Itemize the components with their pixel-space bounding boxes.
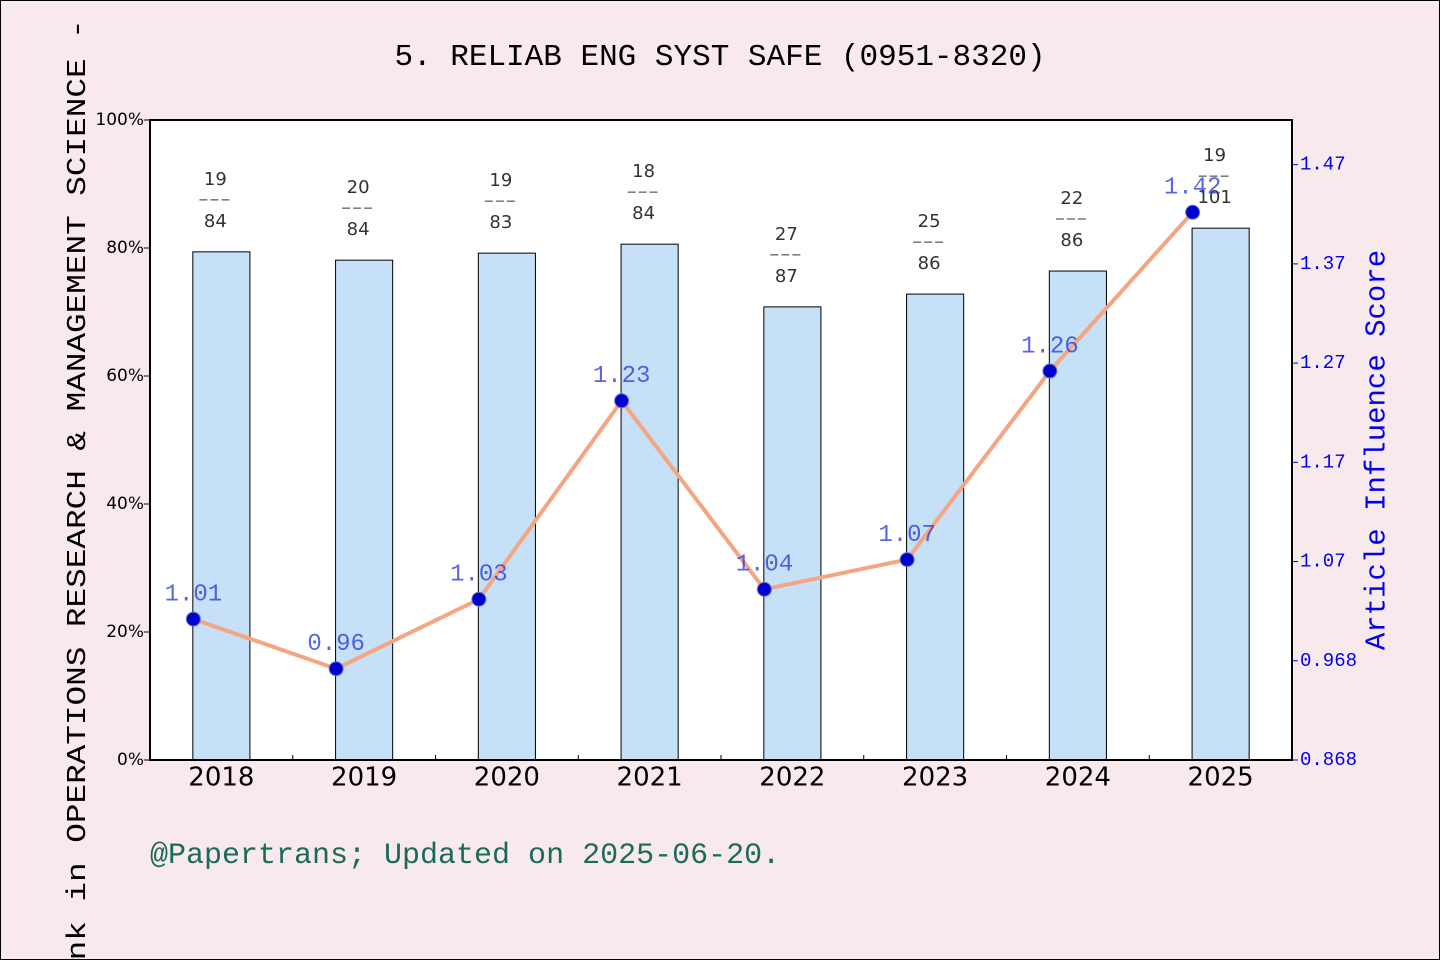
- rank-numerator: 22: [1060, 188, 1083, 209]
- bar: [335, 259, 394, 761]
- rank-denominator: 84: [347, 219, 370, 240]
- x-tick-label: 2021: [617, 763, 683, 793]
- bar: [477, 252, 536, 761]
- bar: [192, 251, 251, 761]
- y-tick-label: 20%: [106, 622, 144, 642]
- x-tick-label: 2025: [1188, 763, 1254, 793]
- y2-tick-label: 1.47: [1300, 154, 1346, 176]
- bar: [620, 243, 679, 761]
- rank-denominator: 83: [489, 212, 512, 233]
- bar: [906, 293, 965, 761]
- line-marker: [471, 591, 487, 607]
- line-marker: [328, 661, 344, 677]
- y-tick-label: 60%: [106, 366, 144, 386]
- line-marker: [899, 552, 915, 568]
- plot-frame: [149, 119, 1293, 761]
- value-label: 1.23: [593, 363, 651, 390]
- value-label: 1.03: [450, 562, 508, 589]
- rank-denominator: 84: [632, 203, 655, 224]
- line-marker: [1185, 204, 1201, 220]
- rank-numerator: 20: [347, 177, 370, 198]
- rank-numerator: 19: [489, 170, 512, 191]
- line-marker: [185, 611, 201, 627]
- value-label: 1.04: [736, 552, 794, 579]
- x-tick-label: 2022: [759, 763, 825, 793]
- y-axis-label: ank in OPERATIONS RESEARCH & MANAGEMENT …: [64, 0, 94, 960]
- rank-numerator: 27: [775, 224, 798, 245]
- y-tick-label: 80%: [106, 238, 144, 258]
- y2-tick-label: 0.868: [1300, 749, 1357, 771]
- x-tick-label: 2023: [902, 763, 968, 793]
- value-label: 1.07: [878, 522, 936, 549]
- y-tick-label: 40%: [106, 494, 144, 514]
- y2-tick-label: 1.27: [1300, 352, 1346, 374]
- rank-denominator: 86: [918, 253, 941, 274]
- value-label: 1.42: [1164, 175, 1222, 202]
- rank-denominator: 86: [1060, 230, 1083, 251]
- rank-denominator: 87: [775, 266, 798, 287]
- rank-numerator: 18: [632, 161, 655, 182]
- y2-tick-label: 1.17: [1300, 451, 1346, 473]
- y-tick-label: 0%: [117, 750, 144, 770]
- x-tick-label: 2019: [331, 763, 397, 793]
- y2-tick-label: 1.07: [1300, 551, 1346, 573]
- y-tick-label: 100%: [95, 110, 144, 130]
- value-label: 1.01: [165, 581, 223, 608]
- bar: [1191, 227, 1250, 761]
- rank-denominator: 84: [204, 211, 227, 232]
- rank-numerator: 25: [918, 211, 941, 232]
- value-label: 1.26: [1021, 333, 1079, 360]
- rank-numerator: 19: [1203, 145, 1226, 166]
- line: [192, 210, 1195, 671]
- x-tick-label: 2020: [474, 763, 540, 793]
- x-tick-label: 2024: [1045, 763, 1111, 793]
- footer: @Papertrans; Updated on 2025-06-20.: [150, 839, 780, 873]
- line-marker: [614, 393, 630, 409]
- y2-tick-label: 0.968: [1300, 650, 1357, 672]
- value-label: 0.96: [307, 631, 365, 658]
- y2-tick-label: 1.37: [1300, 253, 1346, 275]
- y2-axis-label: Article Influence Score: [1361, 250, 1394, 650]
- x-tick-label: 2018: [188, 763, 254, 793]
- rank-denominator: 101: [1197, 187, 1231, 208]
- line-marker: [756, 581, 772, 597]
- chart-title: 5. RELIAB ENG SYST SAFE (0951-8320): [394, 40, 1045, 75]
- bar: [1048, 270, 1107, 761]
- line-marker: [1042, 363, 1058, 379]
- bar: [763, 306, 822, 761]
- rank-numerator: 19: [204, 169, 227, 190]
